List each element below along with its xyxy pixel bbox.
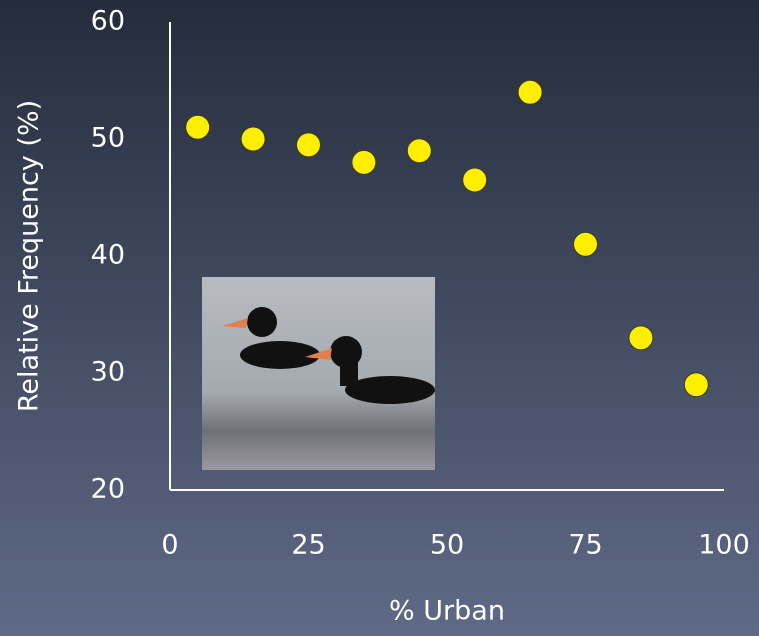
x-tick-label: 75 <box>568 530 602 561</box>
y-tick-label: 30 <box>91 357 125 388</box>
point <box>517 79 543 105</box>
x-tick-label: 100 <box>698 530 750 561</box>
y-tick-label: 50 <box>91 123 125 154</box>
point <box>406 138 432 164</box>
point <box>683 372 709 398</box>
x-tick-label: 50 <box>430 530 464 561</box>
point <box>296 132 321 158</box>
point <box>240 126 266 152</box>
point <box>628 325 654 351</box>
x-axis-label: % Urban <box>389 596 505 627</box>
point <box>185 114 211 140</box>
y-tick-label: 20 <box>91 474 125 505</box>
point <box>351 149 377 175</box>
y-axis-label: Relative Frequency (%) <box>14 100 45 412</box>
x-tick-label: 0 <box>161 530 178 561</box>
y-tick-label: 60 <box>91 6 125 37</box>
point <box>573 231 598 257</box>
y-tick-label: 40 <box>91 240 125 271</box>
photo <box>202 277 435 470</box>
point <box>462 167 488 193</box>
x-tick-label: 25 <box>291 530 325 561</box>
